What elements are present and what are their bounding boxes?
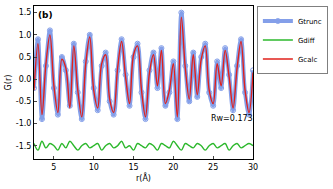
svg-text:10: 10	[89, 163, 99, 172]
svg-text:-1.5: -1.5	[16, 142, 32, 151]
svg-text:0.0: 0.0	[19, 75, 32, 84]
svg-text:0.5: 0.5	[19, 53, 32, 62]
svg-text:Gcalc: Gcalc	[298, 56, 318, 64]
svg-text:-1.0: -1.0	[16, 119, 32, 128]
svg-text:Gdiff: Gdiff	[298, 37, 315, 45]
svg-text:20: 20	[168, 163, 178, 172]
svg-text:25: 25	[208, 163, 218, 172]
svg-text:15: 15	[128, 163, 138, 172]
svg-text:G(r): G(r)	[4, 75, 13, 91]
svg-text:1.5: 1.5	[19, 8, 32, 17]
svg-text:5: 5	[51, 163, 56, 172]
svg-text:Gtrunc: Gtrunc	[298, 18, 322, 26]
svg-text:Rw=0.173: Rw=0.173	[211, 114, 253, 123]
svg-text:-0.5: -0.5	[16, 97, 32, 106]
svg-text:r(Å): r(Å)	[136, 172, 151, 183]
svg-text:1.0: 1.0	[19, 31, 32, 40]
svg-text:(b): (b)	[38, 10, 53, 20]
svg-text:30: 30	[248, 163, 258, 172]
